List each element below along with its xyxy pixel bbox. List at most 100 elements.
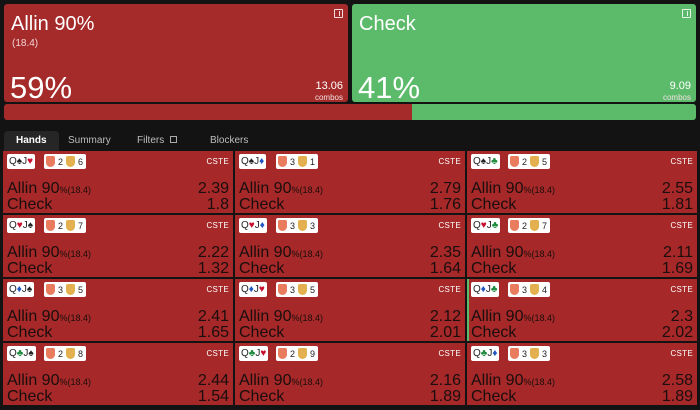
blocker-count: 2 xyxy=(58,220,64,231)
allin-unit: % xyxy=(523,249,532,259)
check-ev-row: Check 1.69 xyxy=(471,261,693,277)
tab-filters[interactable]: Filters xyxy=(137,131,178,151)
action-frequency: 41% xyxy=(358,70,421,105)
cste-tag: CSTE xyxy=(438,349,461,358)
suit-icon: ♦ xyxy=(248,284,254,295)
suit-icon: ♠ xyxy=(16,156,23,167)
allin-size: (18.4) xyxy=(67,185,92,195)
tab-filters-label: Filters xyxy=(137,135,165,146)
allin-size: (18.4) xyxy=(67,249,92,259)
blocker-count: 5 xyxy=(78,284,84,295)
shield-icon xyxy=(510,220,519,231)
hand-cell[interactable]: Q ♦ J ♣ 3 4 CSTE Allin 90%(18.4) 2.3 Check 2.02 xyxy=(467,279,697,341)
blocker-count: 2 xyxy=(58,156,64,167)
allin-ev-row: Allin 90%(18.4) 2.39 xyxy=(7,180,229,197)
check-label: Check xyxy=(471,196,517,213)
card-rank: J xyxy=(486,156,492,167)
blocker-count: 1 xyxy=(310,156,316,167)
shield-icon xyxy=(298,348,308,359)
hand-cell[interactable]: Q ♣ J ♥ 2 9 CSTE Allin 90%(18.4) 2.16 Check 1.89 xyxy=(235,343,465,405)
allin-ev-value: 2.35 xyxy=(429,244,461,261)
card-rank: Q xyxy=(241,284,249,295)
tab-summary[interactable]: Summary xyxy=(68,135,111,146)
blocker-count: 4 xyxy=(542,284,548,295)
check-ev-row: Check 1.89 xyxy=(471,389,693,405)
card-rank: Q xyxy=(241,156,249,167)
check-label: Check xyxy=(239,196,285,213)
card-rank: Q xyxy=(9,156,17,167)
blocker-count: 3 xyxy=(290,220,296,231)
hand-cell[interactable]: Q ♦ J ♥ 3 5 CSTE Allin 90%(18.4) 2.12 Check 2.01 xyxy=(235,279,465,341)
allin-size: (18.4) xyxy=(67,313,92,323)
hand-cell[interactable]: Q ♣ J ♠ 2 8 CSTE Allin 90%(18.4) 2.44 Check 1.54 xyxy=(3,343,233,405)
hand-cell[interactable]: Q ♣ J ♦ 3 3 CSTE Allin 90%(18.4) 2.58 Check 1.89 xyxy=(467,343,697,405)
allin-ev-row: Allin 90%(18.4) 2.3 xyxy=(471,308,693,325)
allin-size: (18.4) xyxy=(531,377,556,387)
hand-cell[interactable]: Q ♥ J ♣ 2 7 CSTE Allin 90%(18.4) 2.11 Check 1.69 xyxy=(467,215,697,277)
allin-unit: % xyxy=(291,377,300,387)
card-rank: Q xyxy=(9,348,17,359)
blocker-count: 7 xyxy=(78,220,84,231)
shield-icon xyxy=(298,156,308,167)
hand-cell[interactable]: Q ♦ J ♠ 3 5 CSTE Allin 90%(18.4) 2.41 Check 1.65 xyxy=(3,279,233,341)
hand-cell[interactable]: Q ♥ J ♦ 3 3 CSTE Allin 90%(18.4) 2.35 Check 1.64 xyxy=(235,215,465,277)
allin-ev-value: 2.41 xyxy=(197,308,229,325)
check-ev-row: Check 2.02 xyxy=(471,325,693,341)
shield-icon xyxy=(530,156,540,167)
action-combos: 13.06 combos xyxy=(315,80,343,104)
action-card-check[interactable]: Check 41% 9.09 combos xyxy=(352,4,696,105)
hand-cards: Q ♥ J ♣ xyxy=(471,218,501,233)
card-rank: Q xyxy=(473,156,481,167)
allin-unit: % xyxy=(523,313,532,323)
action-combos: 9.09 combos xyxy=(663,80,691,104)
check-ev-row: Check 2.01 xyxy=(239,325,461,341)
hand-cards: Q ♠ J ♦ xyxy=(239,154,267,169)
check-ev-row: Check 1.89 xyxy=(239,389,461,405)
hand-cell[interactable]: Q ♠ J ♣ 2 5 CSTE Allin 90%(18.4) 2.55 Check 1.81 xyxy=(467,151,697,213)
check-ev-row: Check 1.76 xyxy=(239,197,461,213)
allin-ev-row: Allin 90%(18.4) 2.55 xyxy=(471,180,693,197)
suit-icon: ♠ xyxy=(26,284,33,295)
card-rank: J xyxy=(487,348,493,359)
suit-icon: ♠ xyxy=(27,220,34,231)
shield-icon xyxy=(510,348,519,359)
shield-icon xyxy=(66,156,76,167)
action-name: Allin 90% xyxy=(11,13,95,35)
allin-label: Allin 90 xyxy=(471,308,524,325)
tab-hands[interactable]: Hands xyxy=(4,131,59,151)
card-rank: J xyxy=(254,220,260,231)
allin-size: (18.4) xyxy=(299,377,324,387)
shield-icon xyxy=(530,348,540,359)
check-label: Check xyxy=(239,324,285,341)
hand-cards: Q ♦ J ♣ xyxy=(471,282,500,297)
allin-unit: % xyxy=(59,377,68,387)
expand-icon[interactable] xyxy=(682,9,691,18)
check-ev-row: Check 1.64 xyxy=(239,261,461,277)
shield-icon xyxy=(510,156,519,167)
allin-unit: % xyxy=(59,313,68,323)
shield-icon xyxy=(46,156,55,167)
suit-icon: ♠ xyxy=(248,156,255,167)
allin-ev-value: 2.44 xyxy=(197,372,229,389)
allin-unit: % xyxy=(59,249,68,259)
card-rank: J xyxy=(23,348,29,359)
tab-blockers[interactable]: Blockers xyxy=(210,135,249,146)
combos-label: combos xyxy=(662,93,691,102)
hand-cell[interactable]: Q ♥ J ♠ 2 7 CSTE Allin 90%(18.4) 2.22 Check 1.32 xyxy=(3,215,233,277)
blocker-count: 3 xyxy=(310,220,316,231)
shield-icon xyxy=(278,348,287,359)
blocker-count: 9 xyxy=(310,348,316,359)
hand-cards: Q ♥ J ♦ xyxy=(239,218,267,233)
hand-cell[interactable]: Q ♠ J ♥ 2 6 CSTE Allin 90%(18.4) 2.39 Check 1.8 xyxy=(3,151,233,213)
combos-value: 9.09 xyxy=(669,80,691,92)
allin-ev-row: Allin 90%(18.4) 2.41 xyxy=(7,308,229,325)
expand-icon[interactable] xyxy=(334,9,343,18)
frequency-segment-check xyxy=(412,104,696,120)
card-rank: J xyxy=(485,284,491,295)
hand-cell[interactable]: Q ♠ J ♦ 3 1 CSTE Allin 90%(18.4) 2.79 Check 1.76 xyxy=(235,151,465,213)
shield-icon xyxy=(530,220,540,231)
cste-tag: CSTE xyxy=(206,285,229,294)
action-card-allin[interactable]: Allin 90% (18.4) 59% 13.06 combos xyxy=(4,4,348,105)
